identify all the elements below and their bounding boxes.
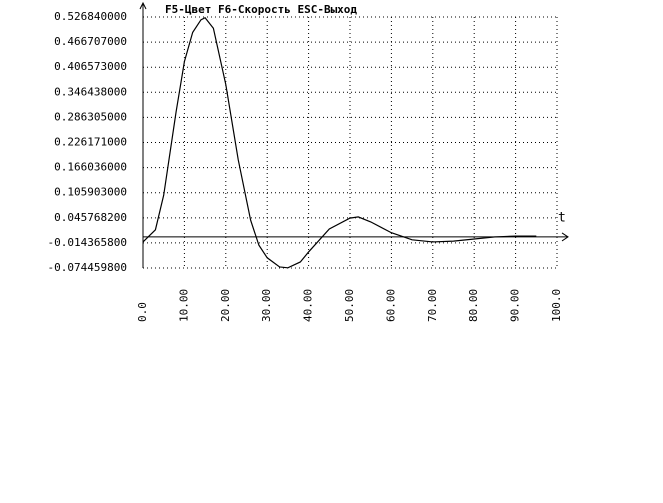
- x-tick-label: 0.0: [136, 302, 149, 322]
- y-tick-label: 0.226171000: [54, 136, 127, 149]
- y-tick-label: 0.526840000: [54, 10, 127, 23]
- y-tick-label: 0.346438000: [54, 85, 127, 98]
- y-tick-label: 0.466707000: [54, 35, 127, 48]
- chart-title: F5-Цвет F6-Скорость ESC-Выход: [165, 3, 357, 16]
- y-tick-label: 0.105903000: [54, 186, 127, 199]
- x-tick-label: 50.00: [343, 289, 356, 322]
- x-tick-label: 10.00: [177, 289, 190, 322]
- y-axis-arrow: [139, 1, 147, 10]
- x-tick-label: 90.00: [509, 289, 522, 322]
- x-tick-label: 40.00: [302, 289, 315, 322]
- x-tick-label: 30.00: [260, 289, 273, 322]
- line-series: [142, 17, 537, 269]
- x-axis-label: t: [558, 211, 566, 226]
- x-tick-label: 80.00: [467, 289, 480, 322]
- y-tick-label: -0.074459800: [48, 261, 127, 274]
- x-tick-label: 70.00: [426, 289, 439, 322]
- x-tick-label: 100.0: [550, 289, 563, 322]
- y-tick-label: 0.166036000: [54, 161, 127, 174]
- x-tick-label: 60.00: [384, 289, 397, 322]
- y-tick-label: 0.406573000: [54, 60, 127, 73]
- y-tick-label: -0.014365800: [48, 236, 127, 249]
- x-tick-label: 20.00: [219, 289, 232, 322]
- y-tick-label: 0.045768200: [54, 211, 127, 224]
- x-axis-arrow: [561, 232, 569, 242]
- y-tick-label: 0.286305000: [54, 110, 127, 123]
